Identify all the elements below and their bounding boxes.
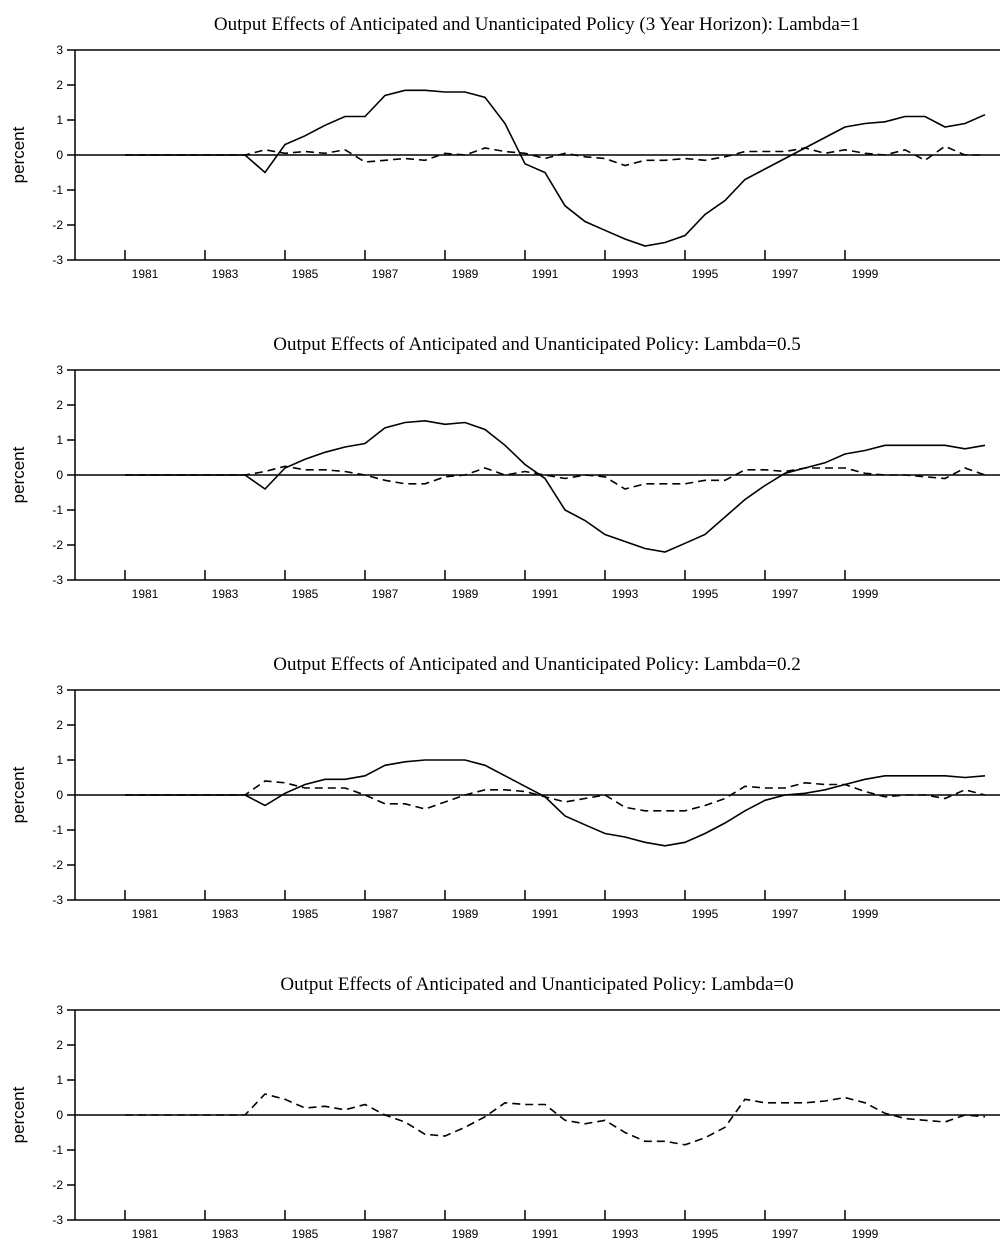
y-tick-label: 2 <box>56 718 63 732</box>
y-tick-label: 2 <box>56 398 63 412</box>
x-tick-label: 1981 <box>132 907 159 921</box>
y-tick-label: -3 <box>52 573 63 587</box>
x-tick-label: 1999 <box>852 907 879 921</box>
y-tick-label: 3 <box>56 43 63 57</box>
series-line <box>125 759 986 847</box>
y-tick-label: 0 <box>56 1108 63 1122</box>
y-axis-label: percent <box>9 1086 28 1143</box>
chart-title: Output Effects of Anticipated and Unanti… <box>280 974 793 995</box>
x-tick-label: 1995 <box>692 1227 719 1241</box>
x-tick-label: 1985 <box>292 1227 319 1241</box>
series-line <box>125 465 986 490</box>
x-tick-label: 1993 <box>612 267 639 281</box>
y-tick-label: 1 <box>56 1073 63 1087</box>
x-tick-label: 1991 <box>532 907 559 921</box>
series-line <box>125 89 986 247</box>
x-tick-label: 1987 <box>372 267 399 281</box>
y-tick-label: 2 <box>56 1038 63 1052</box>
chart-title: Output Effects of Anticipated and Unanti… <box>214 14 860 35</box>
y-axis-label: percent <box>9 766 28 823</box>
series-line <box>125 145 985 167</box>
x-tick-label: 1997 <box>772 587 799 601</box>
x-tick-label: 1995 <box>692 587 719 601</box>
x-tick-label: 1993 <box>612 1227 639 1241</box>
x-tick-label: 1997 <box>772 267 799 281</box>
x-tick-label: 1999 <box>852 267 879 281</box>
x-tick-label: 1985 <box>292 267 319 281</box>
y-tick-label: -2 <box>52 858 63 872</box>
y-tick-label: 0 <box>56 148 63 162</box>
y-tick-label: -1 <box>52 183 63 197</box>
y-tick-label: -3 <box>52 1213 63 1227</box>
y-tick-label: 3 <box>56 683 63 697</box>
y-tick-label: 1 <box>56 753 63 767</box>
series-line <box>125 1093 986 1146</box>
x-tick-label: 1993 <box>612 907 639 921</box>
y-tick-label: -2 <box>52 218 63 232</box>
y-tick-label: 3 <box>56 363 63 377</box>
x-tick-label: 1985 <box>292 907 319 921</box>
y-tick-label: -3 <box>52 893 63 907</box>
x-tick-label: 1997 <box>772 907 799 921</box>
series-line <box>125 419 986 553</box>
y-tick-label: -3 <box>52 253 63 267</box>
x-tick-label: 1989 <box>452 587 479 601</box>
x-tick-label: 1993 <box>612 587 639 601</box>
x-tick-label: 1997 <box>772 1227 799 1241</box>
x-tick-label: 1983 <box>212 267 239 281</box>
y-tick-label: 2 <box>56 78 63 92</box>
y-axis-label: percent <box>9 446 28 503</box>
x-tick-label: 1985 <box>292 587 319 601</box>
x-tick-label: 1995 <box>692 267 719 281</box>
x-tick-label: 1989 <box>452 1227 479 1241</box>
y-tick-label: -1 <box>52 503 63 517</box>
chart-title: Output Effects of Anticipated and Unanti… <box>273 654 800 675</box>
x-tick-label: 1991 <box>532 587 559 601</box>
x-tick-label: 1981 <box>132 267 159 281</box>
x-tick-label: 1983 <box>212 1227 239 1241</box>
y-tick-label: 0 <box>56 788 63 802</box>
y-tick-label: -2 <box>52 538 63 552</box>
x-tick-label: 1999 <box>852 1227 879 1241</box>
y-tick-label: 1 <box>56 113 63 127</box>
y-axis-label: percent <box>9 126 28 183</box>
x-tick-label: 1981 <box>132 1227 159 1241</box>
y-tick-label: -1 <box>52 1143 63 1157</box>
x-tick-label: 1983 <box>212 587 239 601</box>
x-tick-label: 1999 <box>852 587 879 601</box>
x-tick-label: 1981 <box>132 587 159 601</box>
x-tick-label: 1987 <box>372 1227 399 1241</box>
x-tick-label: 1991 <box>532 267 559 281</box>
y-tick-label: 3 <box>56 1003 63 1017</box>
x-tick-label: 1989 <box>452 907 479 921</box>
x-tick-label: 1987 <box>372 907 399 921</box>
x-tick-label: 1989 <box>452 267 479 281</box>
series-line <box>125 780 986 812</box>
x-tick-label: 1991 <box>532 1227 559 1241</box>
x-tick-label: 1995 <box>692 907 719 921</box>
chart-title: Output Effects of Anticipated and Unanti… <box>273 334 800 355</box>
y-tick-label: -2 <box>52 1178 63 1192</box>
x-tick-label: 1987 <box>372 587 399 601</box>
y-tick-label: 0 <box>56 468 63 482</box>
x-tick-label: 1983 <box>212 907 239 921</box>
y-tick-label: 1 <box>56 433 63 447</box>
y-tick-label: -1 <box>52 823 63 837</box>
